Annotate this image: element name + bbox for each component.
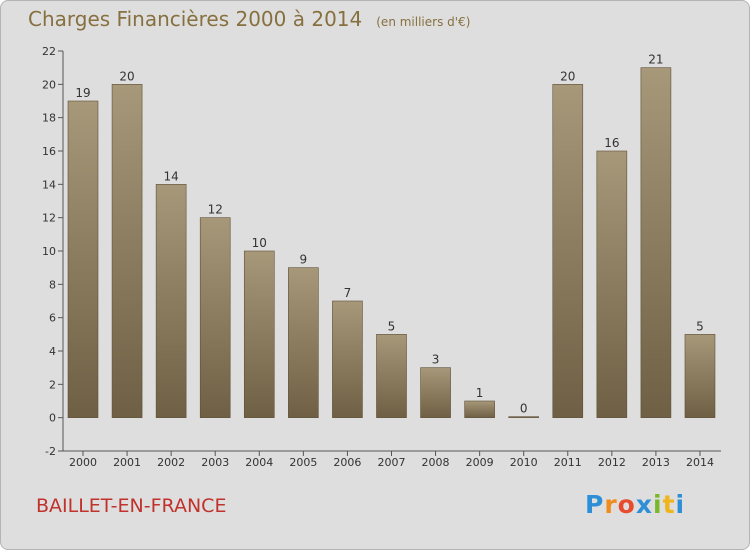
data-label-2008: 3: [432, 353, 440, 367]
data-label-2005: 9: [300, 253, 308, 267]
subtitle-text: (en milliers d'€): [376, 15, 471, 29]
x-tick-label: 2011: [554, 456, 582, 469]
y-tick-label: 6: [49, 312, 56, 325]
x-tick-label: 2010: [510, 456, 538, 469]
chart-title: Charges Financières 2000 à 2014 (en milli…: [28, 7, 470, 31]
x-tick-label: 2013: [642, 456, 670, 469]
bars: [67, 67, 716, 418]
bar-2013: [640, 67, 672, 418]
x-tick-label: 2008: [422, 456, 450, 469]
logo-letter: i: [675, 490, 686, 519]
data-label-2006: 7: [344, 286, 352, 300]
data-label-2003: 12: [208, 203, 223, 217]
logo-letter: o: [617, 490, 636, 519]
y-tick-label: 14: [42, 178, 56, 191]
bar-2007: [376, 334, 407, 418]
commune-name: BAILLET-EN-FRANCE: [36, 495, 227, 517]
y-tick-label: 18: [42, 112, 56, 125]
y-tick-label: 4: [49, 345, 56, 358]
y-tick-label: 10: [42, 245, 56, 258]
y-tick-label: 2: [49, 378, 56, 391]
data-label-2004: 10: [252, 236, 267, 250]
data-label-2009: 1: [476, 386, 484, 400]
x-tick-label: 2002: [157, 456, 185, 469]
bar-2012: [596, 150, 628, 418]
proxiti-logo: Proxiti: [585, 490, 685, 519]
bar-2003: [199, 217, 231, 418]
y-tick-label: 0: [49, 412, 56, 425]
x-tick-label: 2003: [201, 456, 229, 469]
y-tick-label: 20: [42, 78, 56, 91]
data-label-2001: 20: [119, 69, 134, 83]
y-tick-label: 8: [49, 278, 56, 291]
data-label-2013: 21: [648, 53, 663, 67]
y-tick-label: 12: [42, 212, 56, 225]
x-tick-label: 2001: [113, 456, 141, 469]
bar-2009: [464, 400, 495, 418]
data-label-2000: 19: [75, 86, 90, 100]
title-text: Charges Financières 2000 à 2014: [28, 7, 363, 31]
y-tick-label: 16: [42, 145, 56, 158]
x-tick-label: 2006: [333, 456, 361, 469]
data-label-2002: 14: [163, 169, 178, 183]
bar-2000: [67, 100, 99, 418]
logo-letter: t: [662, 490, 676, 519]
y-tick-label: -2: [45, 445, 56, 458]
x-tick-label: 2005: [289, 456, 317, 469]
data-label-2007: 5: [388, 319, 396, 333]
bar-2010: [508, 416, 540, 418]
y-tick-label: 22: [42, 45, 56, 58]
logo-letter: P: [585, 490, 605, 519]
bar-2001: [111, 84, 143, 418]
data-label-2012: 16: [604, 136, 619, 150]
data-label-2010: 0: [520, 402, 528, 416]
bar-2002: [155, 184, 187, 418]
logo-letter: r: [604, 490, 618, 519]
bar-2011: [552, 84, 584, 418]
x-tick-label: 2014: [686, 456, 714, 469]
logo-letter: i: [653, 490, 663, 519]
bar-2008: [420, 367, 451, 418]
data-label-2011: 20: [560, 69, 575, 83]
bar-2005: [288, 267, 319, 418]
x-tick-label: 2004: [245, 456, 273, 469]
x-tick-label: 2012: [598, 456, 626, 469]
logo-letter: x: [635, 490, 653, 519]
x-tick-label: 2009: [466, 456, 494, 469]
x-tick-label: 2000: [69, 456, 97, 469]
bar-2004: [243, 250, 275, 418]
data-label-2014: 5: [696, 319, 704, 333]
bar-2014: [684, 334, 716, 418]
bar-2006: [332, 300, 363, 418]
x-tick-label: 2007: [377, 456, 405, 469]
